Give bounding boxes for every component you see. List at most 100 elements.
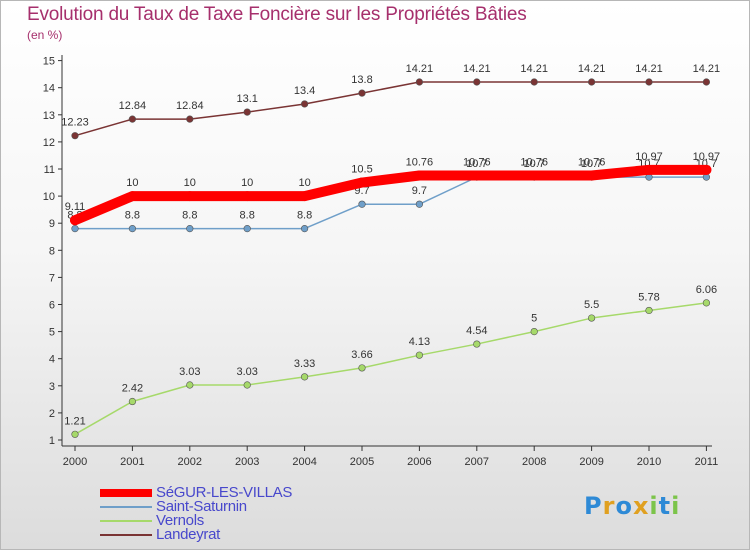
y-tick-label: 15 bbox=[43, 56, 55, 68]
data-label: 8.8 bbox=[240, 210, 255, 222]
data-point bbox=[70, 215, 80, 226]
x-tick-label: 2010 bbox=[637, 456, 661, 468]
data-point bbox=[184, 191, 195, 202]
data-point bbox=[357, 177, 367, 188]
legend-label: SéGUR-LES-VILLAS bbox=[156, 484, 293, 501]
series-line bbox=[74, 176, 708, 230]
data-label: 10 bbox=[298, 177, 310, 189]
data-label: 3.66 bbox=[351, 349, 372, 361]
data-label: 2.42 bbox=[122, 383, 143, 395]
data-point bbox=[530, 78, 538, 86]
data-point bbox=[644, 164, 654, 175]
data-label: 8.8 bbox=[297, 210, 312, 222]
y-tick-label: 9 bbox=[49, 218, 55, 230]
data-label: 3.33 bbox=[294, 358, 315, 370]
series-line bbox=[74, 81, 708, 137]
chart-subtitle: (en %) bbox=[27, 28, 63, 42]
data-point bbox=[415, 78, 424, 86]
data-label: 9.7 bbox=[412, 185, 427, 197]
data-label: 12.84 bbox=[119, 100, 147, 112]
data-point bbox=[243, 225, 251, 233]
series-line bbox=[70, 164, 712, 226]
data-label: 1.21 bbox=[64, 415, 85, 427]
data-point bbox=[473, 78, 481, 86]
data-point bbox=[358, 364, 366, 372]
x-tick-label: 2005 bbox=[350, 456, 374, 468]
y-tick-label: 12 bbox=[43, 137, 55, 149]
y-tick-label: 11 bbox=[44, 164, 55, 176]
y-tick-label: 5 bbox=[49, 327, 55, 339]
y-tick-label: 3 bbox=[49, 381, 55, 393]
data-label: 10.7 bbox=[523, 158, 544, 170]
x-tick-label: 2006 bbox=[407, 456, 431, 468]
legend-swatch bbox=[100, 489, 152, 497]
data-label: 12.84 bbox=[176, 100, 204, 112]
logo-letter: x bbox=[632, 492, 650, 520]
data-point bbox=[71, 225, 79, 233]
data-point bbox=[71, 132, 79, 140]
data-label: 5.78 bbox=[638, 291, 659, 303]
data-label: 10.76 bbox=[463, 157, 491, 169]
data-label: 4.54 bbox=[466, 325, 487, 337]
x-tick-label: 2002 bbox=[178, 456, 202, 468]
data-point bbox=[299, 191, 310, 202]
data-label: 14.21 bbox=[635, 63, 663, 75]
x-tick-label: 2009 bbox=[579, 456, 603, 468]
data-label: 10.5 bbox=[351, 164, 372, 176]
y-tick-label: 7 bbox=[49, 272, 55, 284]
data-point bbox=[414, 170, 425, 181]
y-tick-label: 13 bbox=[43, 110, 55, 122]
data-label: 10.76 bbox=[520, 157, 548, 169]
legend-swatch bbox=[100, 506, 152, 508]
series-vernols: 1.21 2.42 3.03 3.03 3.33 3.66 4.13 4.54 5 5.5 5.78… bbox=[64, 284, 717, 438]
series-saint-saturnin: 8.88.88.88.88.89.79.710.710.710.710.710.… bbox=[67, 158, 717, 233]
data-label: 14.21 bbox=[520, 63, 548, 75]
y-tick-label: 10 bbox=[43, 191, 55, 203]
logo-letter: o bbox=[615, 492, 633, 520]
data-point bbox=[243, 381, 251, 389]
data-point bbox=[702, 299, 711, 307]
data-point bbox=[127, 191, 138, 202]
legend-swatch bbox=[100, 534, 152, 536]
series-line bbox=[74, 302, 708, 436]
data-point bbox=[301, 373, 309, 381]
data-label: 10 bbox=[126, 177, 138, 189]
data-point bbox=[242, 191, 253, 202]
data-label: 13.1 bbox=[236, 93, 257, 105]
y-tick-label: 8 bbox=[49, 245, 55, 257]
data-point bbox=[473, 340, 481, 348]
data-point bbox=[702, 78, 711, 86]
y-tick-label: 14 bbox=[43, 83, 55, 95]
logo-letter: P bbox=[584, 492, 603, 520]
legend-label: Saint-Saturnin bbox=[156, 498, 247, 515]
data-point bbox=[530, 328, 538, 336]
y-tick-label: 2 bbox=[49, 408, 55, 420]
data-label: 5.5 bbox=[584, 299, 599, 311]
x-tick-label: 2003 bbox=[235, 456, 259, 468]
data-point bbox=[587, 78, 596, 86]
data-point bbox=[529, 170, 540, 181]
data-label: 10.97 bbox=[693, 151, 721, 163]
data-point bbox=[71, 430, 79, 438]
data-point bbox=[358, 89, 366, 97]
chart-title: Evolution du Taux de Taxe Foncière sur l… bbox=[27, 4, 527, 25]
data-point bbox=[301, 100, 309, 108]
data-label: 13.8 bbox=[351, 74, 372, 86]
data-label: 9.11 bbox=[65, 201, 86, 213]
y-tick-label: 4 bbox=[49, 354, 55, 366]
logo-letter: r bbox=[602, 492, 616, 520]
legend-label: Vernols bbox=[156, 512, 204, 529]
data-label: 6.06 bbox=[696, 284, 717, 296]
data-label: 10.97 bbox=[635, 151, 663, 163]
data-label: 3.03 bbox=[179, 366, 200, 378]
proxiti-logo: Proxiti bbox=[584, 492, 680, 520]
legend-label: Landeyrat bbox=[156, 526, 221, 543]
data-point bbox=[243, 108, 251, 116]
data-point bbox=[587, 314, 596, 322]
data-label: 8.8 bbox=[182, 210, 197, 222]
series-s-gur-les-villas: 9.11 10 10 10 10 10.5 10.76 10.76 10.76 10.76 10.9… bbox=[65, 151, 721, 226]
data-point bbox=[186, 381, 194, 389]
x-tick-label: 2004 bbox=[292, 456, 316, 468]
